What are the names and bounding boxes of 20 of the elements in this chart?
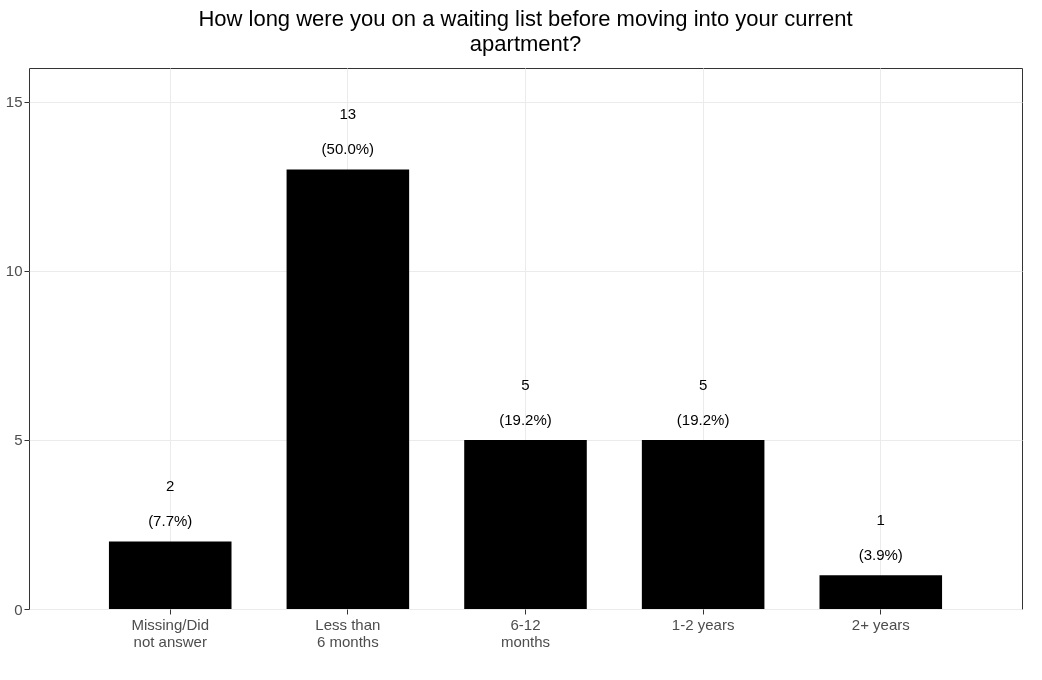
- bar: [108, 541, 232, 609]
- text: 1 (3.9%): [858, 511, 903, 564]
- chart-title: How long were you on a waiting list before moving into your current apartment?: [198, 6, 853, 56]
- y-tick-label: 15: [5, 93, 23, 111]
- text: 2 (7.7%): [148, 477, 193, 530]
- y-tick-label: 0: [14, 600, 23, 618]
- x-tick-label: 6-12 months: [500, 615, 551, 650]
- x-tick-label: 1-2 years: [671, 615, 735, 633]
- x-tick-label: Missing/Did not answer: [131, 615, 209, 650]
- y-tick-label: 10: [5, 262, 23, 280]
- x-tick-label: 2+ years: [851, 615, 910, 633]
- x-tick-label: Less than 6 months: [315, 615, 381, 650]
- text: 5 (19.2%): [676, 375, 730, 428]
- bar: [464, 439, 587, 609]
- text: 5 (19.2%): [499, 375, 552, 428]
- bar: [641, 439, 765, 609]
- bar: [286, 169, 410, 609]
- bar: [819, 575, 943, 609]
- text: 13 (50.0%): [321, 105, 375, 158]
- y-tick-label: 5: [14, 431, 23, 449]
